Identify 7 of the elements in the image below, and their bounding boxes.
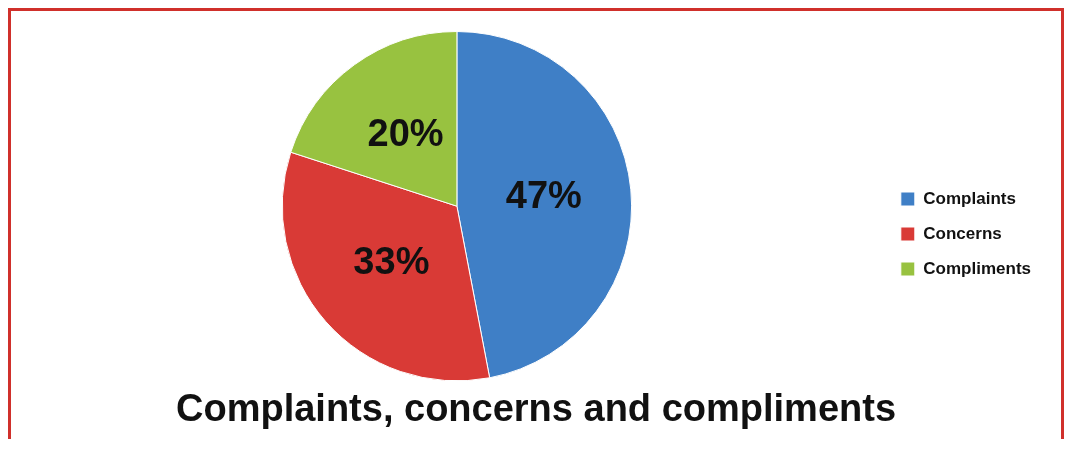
data-label: 20% bbox=[367, 112, 444, 155]
legend-label: Compliments bbox=[923, 258, 1032, 278]
legend-label: Concerns bbox=[923, 223, 1002, 243]
text: Complaints, concerns and compliments bbox=[175, 386, 897, 429]
legend-label: Complaints bbox=[923, 188, 1016, 208]
data-label: 47% bbox=[505, 174, 582, 217]
data-label: 33% bbox=[353, 240, 430, 283]
